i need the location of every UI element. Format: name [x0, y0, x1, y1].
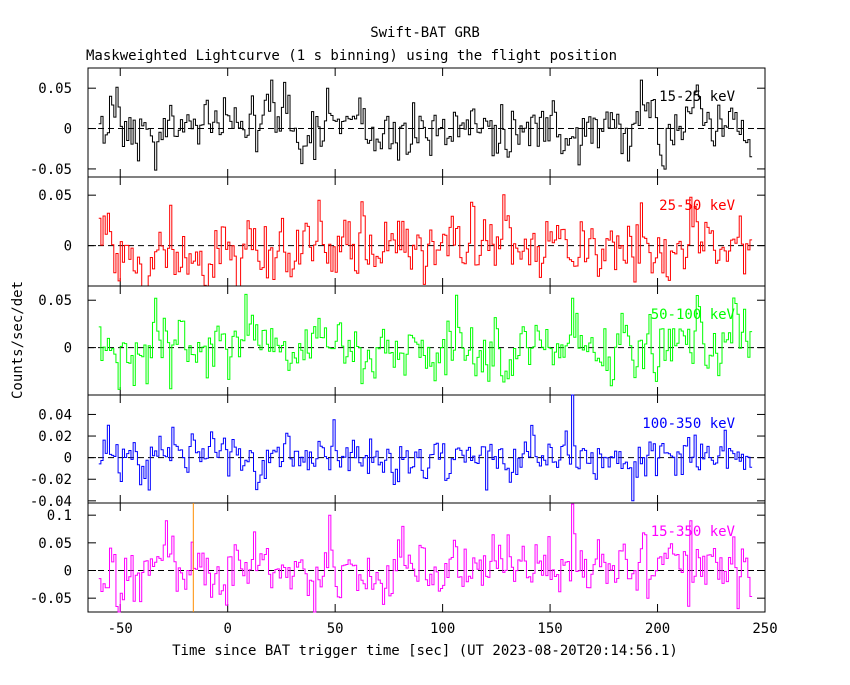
x-tick-label: 100 [430, 621, 455, 637]
panel-frame [87, 502, 766, 613]
y-tick-label: -0.05 [30, 162, 72, 178]
y-tick-label: -0.02 [30, 472, 72, 488]
x-tick-label: 200 [645, 621, 670, 637]
series-label: 25-50 keV [659, 198, 735, 214]
y-tick-label: 0.05 [38, 81, 72, 97]
x-axis-label: Time since BAT trigger time [sec] (UT 20… [172, 643, 678, 659]
y-tick-label: 0 [64, 239, 72, 255]
series-line [98, 194, 753, 287]
y-tick-label: 0.05 [38, 536, 72, 552]
y-tick-label: 0 [64, 122, 72, 138]
series-line [98, 293, 753, 390]
x-tick-label: 150 [537, 621, 562, 637]
x-tick-label: 250 [752, 621, 777, 637]
panel-frame [87, 285, 766, 396]
panels-group: -0.05 0 0.05 15-25 keV 0 0.05 25-50 keV 0 0.05 50… [30, 67, 778, 637]
y-tick-label: 0 [64, 341, 72, 357]
y-tick-label: 0.05 [38, 188, 72, 204]
y-tick-label: 0 [64, 564, 72, 580]
y-tick-label: -0.05 [30, 591, 72, 607]
panel-frame [87, 394, 766, 504]
series-label: 15-350 keV [651, 524, 736, 540]
x-tick-label: 50 [327, 621, 344, 637]
y-tick-label: 0.05 [38, 293, 72, 309]
y-tick-label: 0.04 [38, 407, 72, 423]
panel-frame [87, 67, 766, 178]
chart-title: Swift-BAT GRB [370, 25, 480, 41]
chart-subtitle: Maskweighted Lightcurve (1 s binning) us… [86, 48, 617, 64]
y-axis-label: Counts/sec/det [10, 281, 26, 399]
x-tick-label: -50 [108, 621, 133, 637]
x-tick-label: 0 [223, 621, 231, 637]
y-tick-label: 0.02 [38, 429, 72, 445]
series-label: 100-350 keV [642, 416, 735, 432]
y-tick-label: 0 [64, 451, 72, 467]
y-tick-label: 0.1 [47, 508, 72, 524]
series-line [98, 394, 753, 502]
series-label: 15-25 keV [659, 89, 735, 105]
series-line [98, 79, 753, 171]
series-line [98, 503, 753, 613]
y-tick-label: -0.04 [30, 494, 72, 510]
panel-frame [87, 176, 766, 287]
series-label: 50-100 keV [651, 307, 736, 323]
